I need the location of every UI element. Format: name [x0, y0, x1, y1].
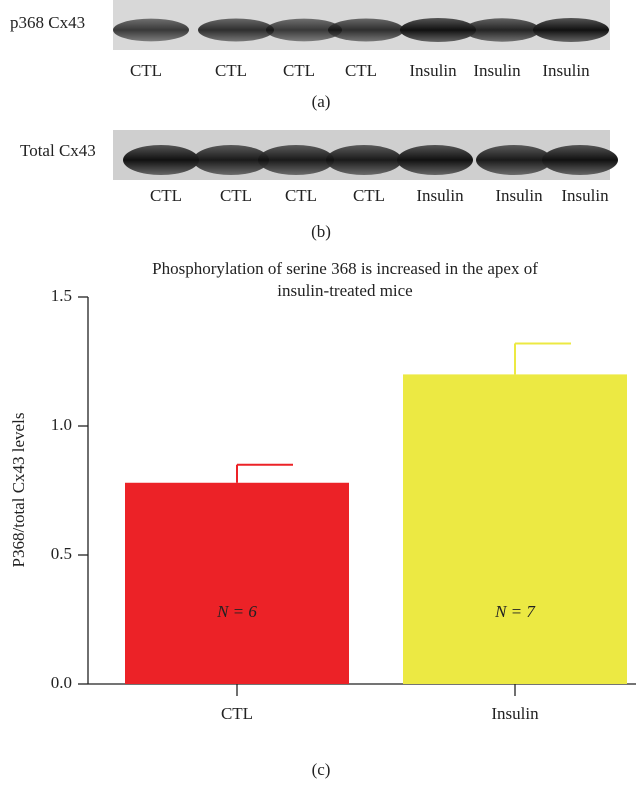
- y-tick-label: 1.5: [51, 286, 72, 305]
- blot-band: [542, 145, 618, 175]
- lane-label: CTL: [353, 186, 385, 205]
- blot-band: [464, 18, 540, 41]
- bar: [125, 483, 349, 684]
- y-tick-label: 0.0: [51, 673, 72, 692]
- lane-label: CTL: [130, 61, 162, 80]
- panel-caption: (b): [311, 222, 331, 241]
- lane-label: Insulin: [561, 186, 609, 205]
- y-axis-label: P368/total Cx43 levels: [9, 413, 28, 568]
- bar: [403, 374, 627, 684]
- chart-title: insulin-treated mice: [277, 281, 412, 300]
- lane-label: Insulin: [409, 61, 457, 80]
- blot-band: [476, 145, 552, 175]
- chart-title: Phosphorylation of serine 368 is increas…: [152, 259, 538, 278]
- lane-label: CTL: [283, 61, 315, 80]
- lane-label: Insulin: [542, 61, 590, 80]
- figure: CTL CTL CTL CTL Insulin Insulin Insulin p368 Cx…: [0, 0, 636, 788]
- lane-label: Insulin: [473, 61, 521, 80]
- lane-label: Insulin: [416, 186, 464, 205]
- panel-caption: (a): [312, 92, 331, 111]
- blot-band: [328, 18, 404, 41]
- x-tick-label: CTL: [221, 704, 253, 723]
- blot-band: [326, 145, 402, 175]
- lane-label: CTL: [285, 186, 317, 205]
- lane-label: CTL: [220, 186, 252, 205]
- blot-band: [193, 145, 269, 175]
- blot-band: [113, 19, 189, 42]
- blot-band: [533, 18, 609, 42]
- x-tick-label: Insulin: [491, 704, 539, 723]
- lane-label: Insulin: [495, 186, 543, 205]
- y-tick-label: 1.0: [51, 415, 72, 434]
- blot-label: Total Cx43: [20, 141, 96, 160]
- blot-band: [198, 18, 274, 41]
- blot-band: [397, 145, 473, 175]
- bar-label: N = 7: [494, 602, 536, 621]
- y-tick-label: 0.5: [51, 544, 72, 563]
- bar-label: N = 6: [216, 602, 257, 621]
- lane-label: CTL: [215, 61, 247, 80]
- lane-label: CTL: [150, 186, 182, 205]
- blot-label: p368 Cx43: [10, 13, 85, 32]
- panel-caption: (c): [312, 760, 331, 779]
- lane-label: CTL: [345, 61, 377, 80]
- blot-band: [258, 145, 334, 175]
- blot-band: [123, 145, 199, 175]
